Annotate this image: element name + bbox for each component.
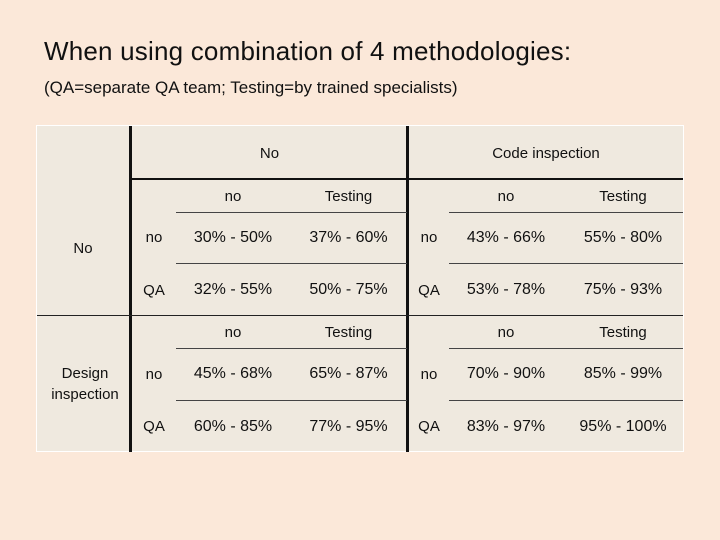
subcol-label: no	[497, 323, 515, 341]
subcol-label: no	[224, 323, 242, 341]
row-group-design-inspection: Design inspection	[51, 365, 119, 403]
methodology-table: No Code inspection No Design inspection …	[36, 125, 684, 452]
table-cell: 75% - 93%	[583, 281, 663, 298]
qa-label: no	[420, 365, 438, 383]
table-cell: 53% - 78%	[466, 281, 546, 298]
divider-header	[132, 178, 683, 180]
divider-row	[449, 400, 683, 401]
table-cell: 95% - 100%	[579, 417, 667, 435]
col-group-code-inspection: Code inspection	[492, 144, 600, 162]
table-cell: 50% - 75%	[309, 281, 388, 298]
divider-row	[176, 400, 407, 401]
table-cell: 70% - 90%	[466, 365, 546, 382]
subcol-label: Testing	[599, 187, 647, 205]
divider-row	[449, 212, 683, 213]
slide-title: When using combination of 4 methodologie…	[44, 36, 572, 66]
subcol-label: Testing	[324, 323, 373, 341]
qa-label: no	[145, 229, 163, 246]
subcol-label: Testing	[599, 323, 647, 341]
qa-label: no	[420, 229, 438, 246]
subcol-label: no	[497, 187, 515, 205]
table-cell: 85% - 99%	[583, 365, 663, 382]
table-cell: 55% - 80%	[583, 228, 663, 246]
qa-label: QA	[418, 281, 440, 299]
divider-row	[449, 263, 683, 264]
table-cell: 65% - 87%	[309, 365, 388, 382]
subcol-label: Testing	[324, 187, 373, 205]
divider-row	[176, 212, 407, 213]
col-group-no: No	[259, 144, 280, 162]
divider-block	[37, 315, 683, 316]
qa-label: QA	[143, 418, 165, 435]
table-cell: 30% - 50%	[193, 228, 273, 246]
qa-label: QA	[143, 281, 165, 299]
table-cell: 83% - 97%	[466, 417, 546, 435]
table-cell: 43% - 66%	[466, 228, 546, 246]
subcol-label: no	[224, 187, 242, 205]
table-cell: 60% - 85%	[193, 417, 273, 435]
divider-row	[176, 263, 407, 264]
divider-row	[449, 348, 683, 349]
qa-label: QA	[418, 418, 440, 435]
table-cell: 77% - 95%	[309, 417, 388, 435]
qa-label: no	[145, 365, 163, 383]
table-cell: 32% - 55%	[193, 281, 273, 298]
table-cell: 37% - 60%	[309, 228, 388, 246]
row-group-no: No	[73, 239, 93, 257]
table-cell: 45% - 68%	[193, 365, 273, 382]
divider-col-group	[406, 126, 409, 452]
divider-row-header	[129, 126, 132, 452]
divider-row	[176, 348, 407, 349]
slide-subtitle: (QA=separate QA team; Testing=by trained…	[44, 78, 458, 97]
